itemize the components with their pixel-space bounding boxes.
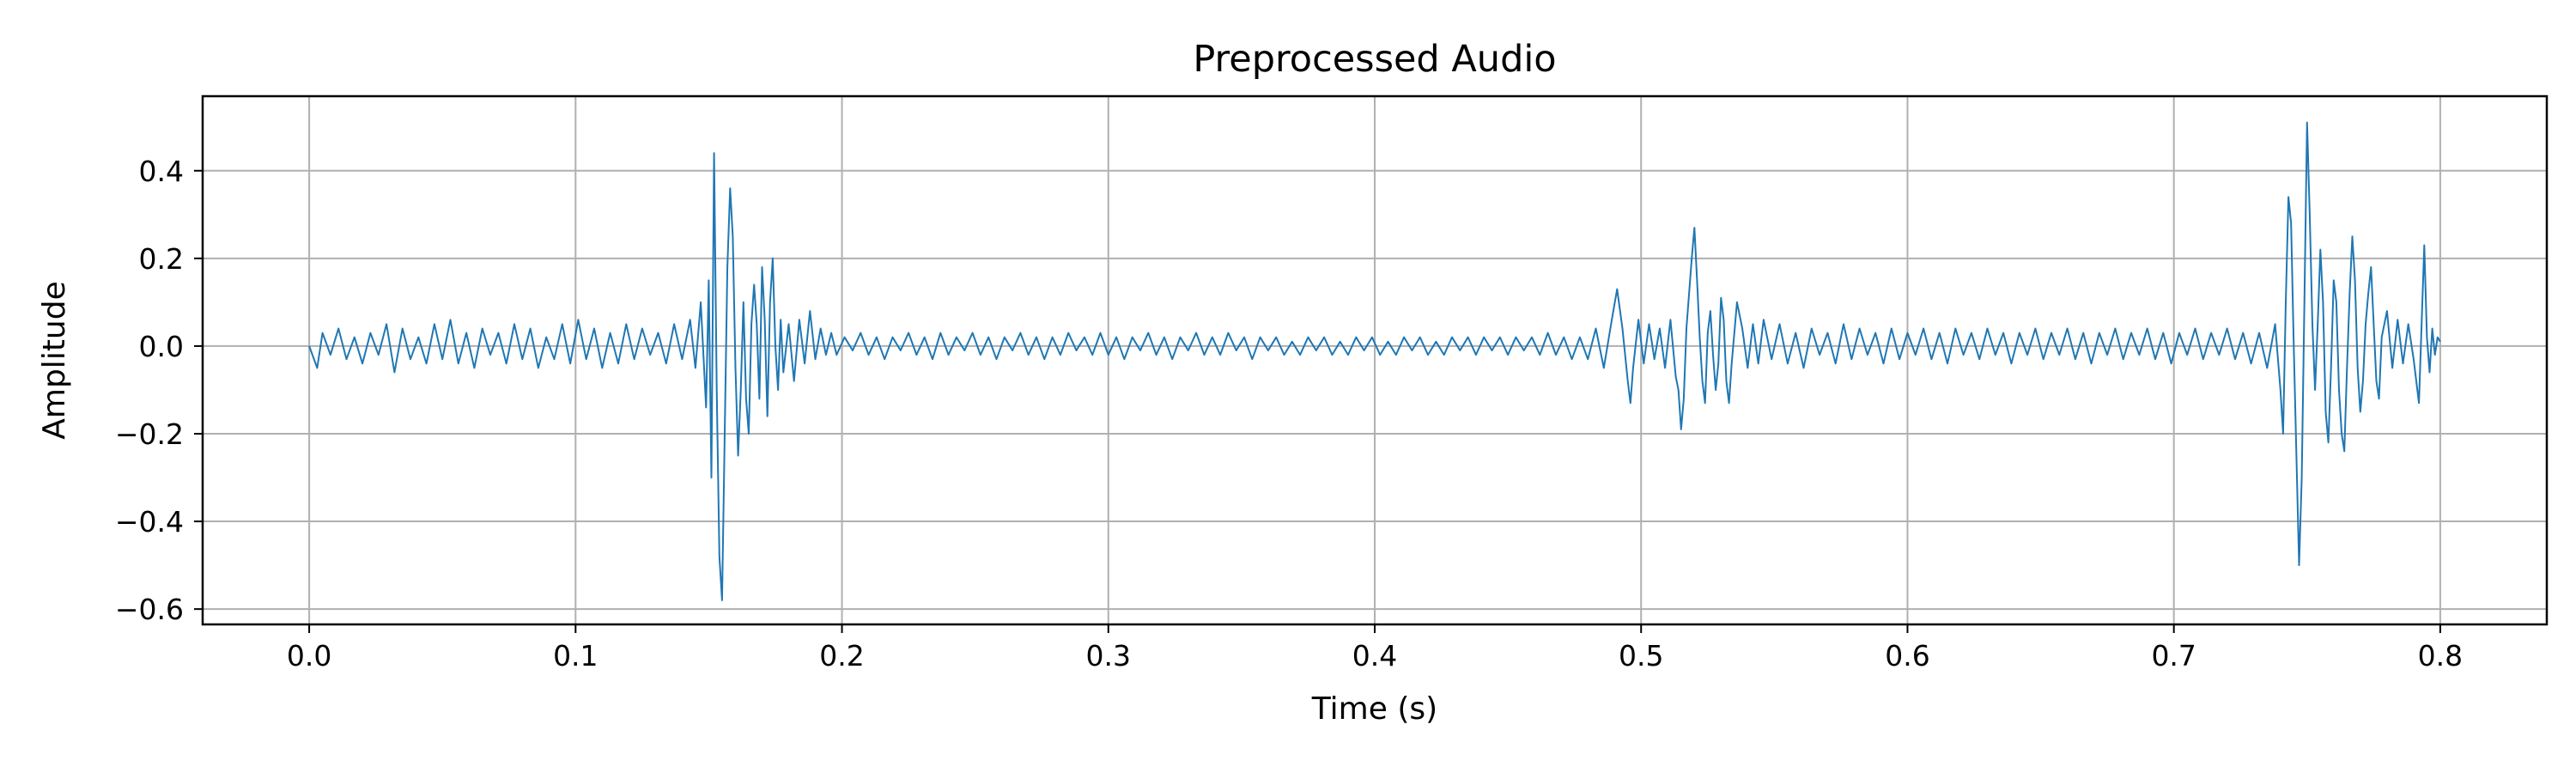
x-tick-label: 0.4 xyxy=(1352,639,1397,673)
y-tick-label: 0.4 xyxy=(139,155,184,188)
series-layer xyxy=(308,121,2441,601)
chart-title: Preprocessed Audio xyxy=(1193,38,1556,81)
x-tick-label: 0.5 xyxy=(1619,639,1663,673)
x-tick-label: 0.6 xyxy=(1885,639,1929,673)
x-axis-label: Time (s) xyxy=(1311,691,1437,727)
y-tick-label: −0.4 xyxy=(115,505,184,539)
x-tick-label: 0.3 xyxy=(1086,639,1131,673)
y-tick-label: 0.2 xyxy=(139,242,184,276)
grid-lines xyxy=(203,96,2547,624)
waveform-line xyxy=(308,121,2441,601)
y-tick-label: 0.0 xyxy=(139,330,184,363)
x-tick-label: 0.2 xyxy=(819,639,864,673)
y-tick-label: −0.6 xyxy=(115,593,184,626)
axis-ticks: 0.0 0.1 0.2 0.3 0.4 0.5 0.6 0.7 0.8 0.4 0.2 0.0 −0.2… xyxy=(115,155,2463,673)
y-axis-label: Amplitude xyxy=(37,281,72,439)
x-tick-label: 0.7 xyxy=(2151,639,2196,673)
y-tick-label: −0.2 xyxy=(115,417,184,451)
x-tick-label: 0.0 xyxy=(287,639,331,673)
x-tick-label: 0.1 xyxy=(553,639,598,673)
x-tick-label: 0.8 xyxy=(2418,639,2463,673)
